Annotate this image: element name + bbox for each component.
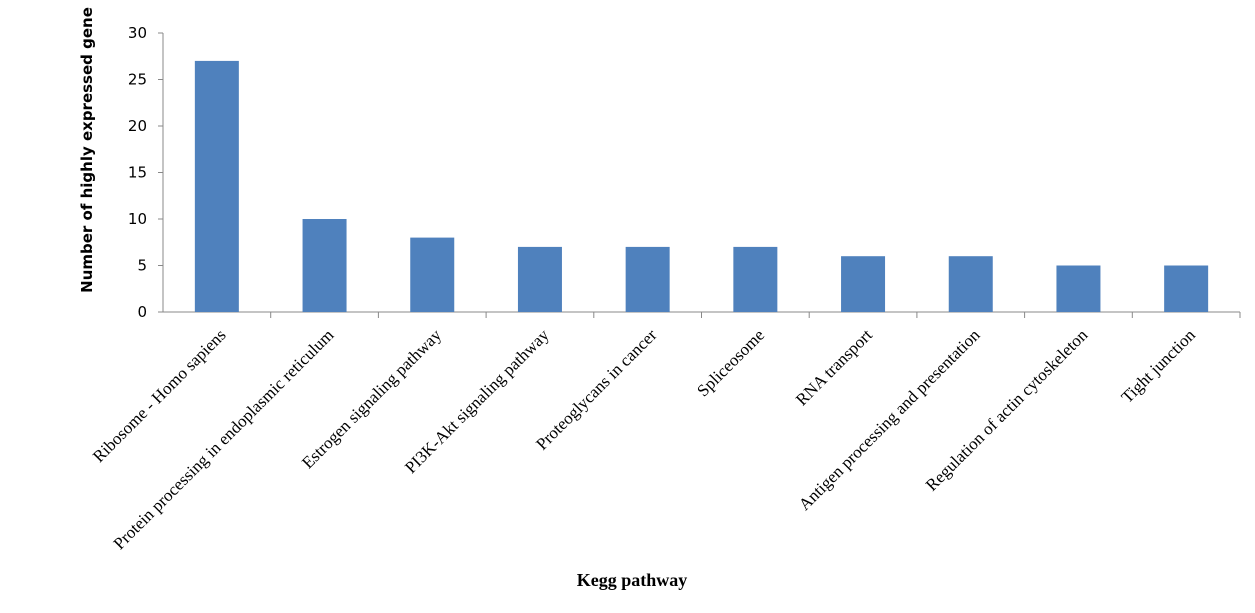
y-axis-title: Number of highly expressed gene [78,7,96,293]
x-tick-label: RNA transport [792,325,876,409]
bar [1056,265,1101,312]
x-tick-label: Protein processing in endoplasmic reticu… [110,325,338,553]
bar [841,256,886,312]
bar [733,246,778,312]
bar [302,219,347,312]
bar [194,60,239,313]
bar [948,256,993,312]
bar [1164,265,1209,312]
x-tick-label: Tight junction [1118,325,1200,407]
x-tick-label: Antigen processing and presentation [795,325,984,514]
x-axis-title: Kegg pathway [577,570,688,590]
x-tick-label: Proteoglycans in cancer [532,325,660,453]
y-tick-label: 5 [137,257,147,275]
bar [517,246,562,312]
bar [410,237,455,312]
bar [625,246,670,312]
y-tick-label: 25 [128,71,147,89]
x-tick-label: Spliceosome [693,325,768,400]
y-tick-label: 0 [137,303,147,321]
y-tick-label: 20 [128,117,147,135]
y-tick-label: 10 [128,210,147,228]
y-tick-label: 30 [128,24,147,42]
y-tick-label: 15 [128,164,147,182]
